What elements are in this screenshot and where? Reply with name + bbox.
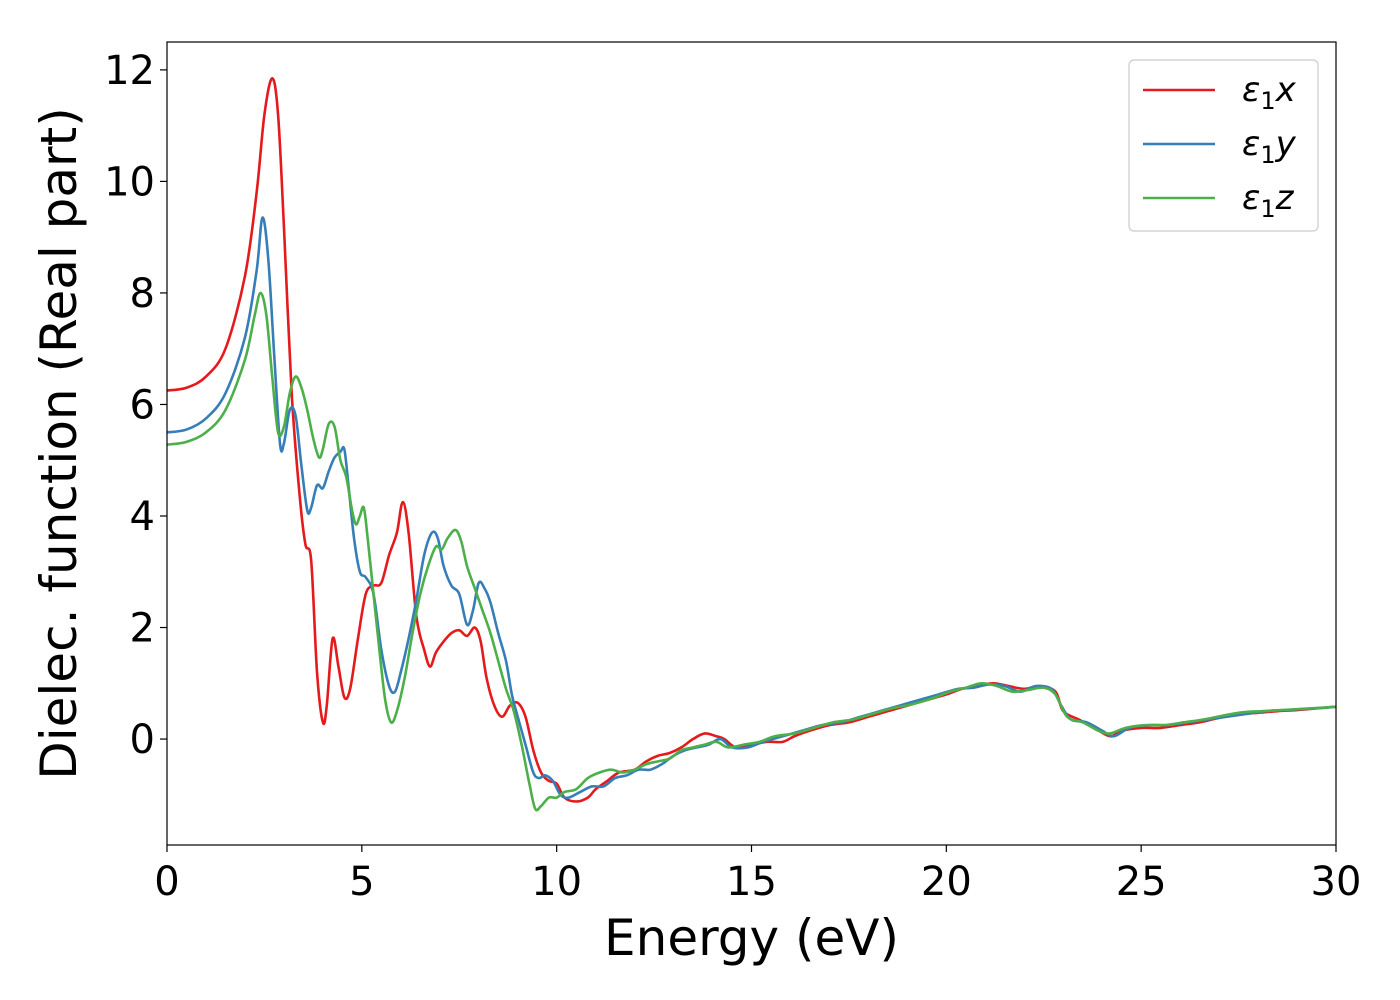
- series-line-y: [167, 216, 1336, 800]
- x-tick-label: 0: [154, 859, 179, 905]
- y-tick-label: 6: [130, 382, 155, 428]
- y-tick-label: 12: [104, 48, 155, 94]
- legend-label-y: ε1y: [1242, 124, 1297, 169]
- plot-frame: [166, 41, 1337, 846]
- x-axis-ticks: 0 5 10 15 20 25 30: [154, 845, 1361, 905]
- x-axis-label: Energy (eV): [604, 909, 899, 967]
- x-tick-label: 20: [921, 859, 972, 905]
- x-tick-label: 5: [349, 859, 374, 905]
- x-tick-label: 15: [726, 859, 777, 905]
- y-tick-label: 4: [130, 494, 155, 540]
- y-tick-label: 2: [130, 606, 155, 652]
- legend-box: [1128, 59, 1319, 232]
- y-axis-ticks: 0 2 4 6 8 10 12: [104, 48, 167, 763]
- series-line-z: [167, 291, 1336, 812]
- y-axis-label: Dielec. function (Real part): [30, 107, 88, 779]
- x-tick-label: 25: [1116, 859, 1167, 905]
- y-tick-label: 8: [130, 271, 155, 317]
- x-tick-label: 30: [1311, 859, 1362, 905]
- legend-label-x: ε1x: [1242, 70, 1297, 115]
- legend: ε1x ε1y ε1z: [1128, 59, 1319, 232]
- plot-lines: [167, 76, 1336, 812]
- y-tick-label: 0: [130, 717, 155, 763]
- y-tick-label: 10: [104, 159, 155, 205]
- legend-label-z: ε1z: [1242, 178, 1295, 223]
- x-tick-label: 10: [531, 859, 582, 905]
